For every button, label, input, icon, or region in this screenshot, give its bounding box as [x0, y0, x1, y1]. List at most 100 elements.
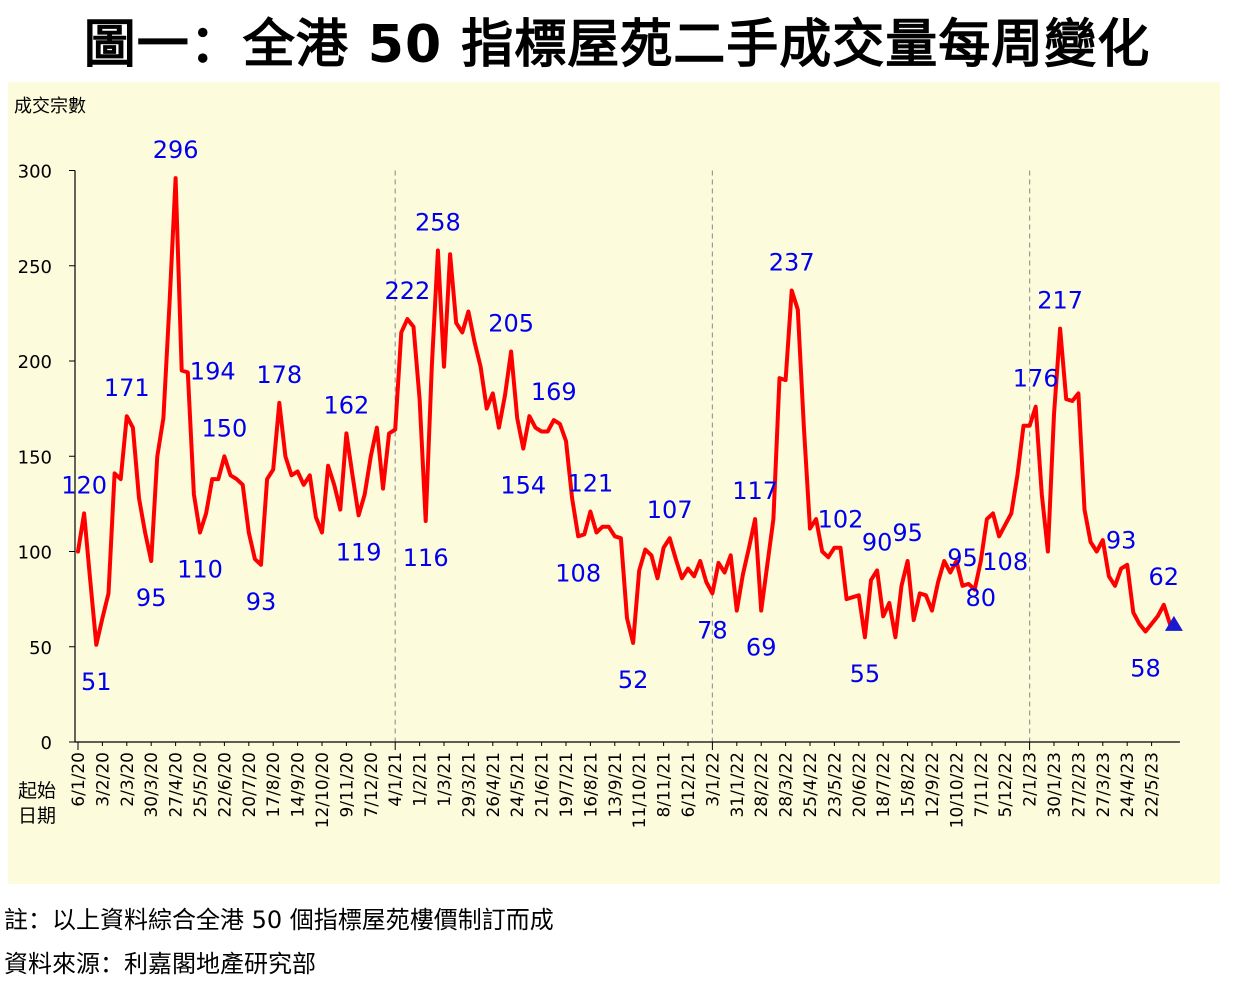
x-tick-label: 28/3/22 — [777, 752, 797, 818]
x-tick-label: 30/3/20 — [142, 752, 162, 818]
data-label: 150 — [201, 414, 247, 442]
y-tick-label: 250 — [18, 257, 52, 278]
x-tick-label: 14/9/20 — [289, 752, 309, 818]
x-tick-label: 28/2/22 — [752, 752, 772, 818]
data-label: 222 — [384, 277, 430, 305]
x-tick-label: 25/5/20 — [191, 752, 211, 818]
x-tick-label: 4/1/21 — [386, 752, 406, 807]
x-tick-label: 27/4/20 — [167, 752, 187, 818]
x-tick-label: 1/3/21 — [435, 752, 455, 807]
x-tick-label: 23/5/22 — [825, 752, 845, 818]
x-tick-label: 18/7/22 — [874, 752, 894, 818]
data-label: 217 — [1037, 287, 1083, 315]
data-label: 108 — [555, 559, 601, 587]
x-tick-label: 27/3/23 — [1094, 752, 1114, 818]
data-label: 93 — [1106, 527, 1137, 555]
x-tick-label: 31/1/22 — [728, 752, 748, 818]
data-label: 108 — [982, 548, 1028, 576]
x-tick-label: 22/5/23 — [1143, 752, 1163, 818]
data-label: 178 — [256, 361, 302, 389]
x-tick-label: 7/12/20 — [362, 752, 382, 818]
data-label: 171 — [104, 374, 150, 402]
x-tick-label: 20/6/22 — [850, 752, 870, 818]
x-tick-label: 15/8/22 — [899, 752, 919, 818]
data-label: 80 — [966, 584, 997, 612]
year-dividers — [394, 170, 1031, 742]
data-label: 205 — [488, 309, 534, 337]
data-label: 95 — [892, 519, 923, 547]
data-label: 51 — [81, 668, 112, 696]
x-tick-label: 13/9/21 — [606, 752, 626, 818]
x-tick-label: 29/3/21 — [459, 752, 479, 818]
x-tick-label: 27/2/23 — [1069, 752, 1089, 818]
x-tick-label: 24/5/21 — [508, 752, 528, 818]
x-tick-label: 3/2/20 — [93, 752, 113, 807]
x-tick-label: 17/8/20 — [264, 752, 284, 818]
data-label: 62 — [1149, 563, 1180, 591]
x-axis-label-line2: 日期 — [18, 805, 56, 827]
data-label: 117 — [732, 477, 778, 505]
x-tick-label: 16/8/21 — [581, 752, 601, 818]
x-tick-label: 8/11/21 — [655, 752, 675, 818]
data-label: 258 — [415, 209, 461, 237]
notes: 註：以上資料綜合全港 50 個指標屋苑樓價制訂而成 資料來源：利嘉閣地產研究部 — [4, 898, 554, 986]
x-tick-label: 1/2/21 — [411, 752, 431, 807]
data-label: 169 — [531, 378, 577, 406]
data-label: 78 — [697, 616, 728, 644]
data-label: 176 — [1013, 365, 1059, 393]
data-label: 52 — [618, 666, 649, 694]
x-ticks: 6/1/20 3/2/20 2/3/20 30/3/20 27/4/20 25/5/20 2… — [69, 742, 1163, 828]
last-point-marker — [1164, 615, 1183, 631]
y-tick-label: 0 — [41, 733, 52, 754]
data-label: 93 — [246, 588, 277, 616]
page-title: 圖一：全港 50 指標屋苑二手成交量每周變化 — [83, 15, 1151, 75]
x-tick-label: 10/10/22 — [947, 752, 967, 828]
y-tick-label: 100 — [18, 543, 52, 564]
source-line: 資料來源：利嘉閣地產研究部 — [4, 950, 316, 978]
data-label: 55 — [850, 660, 881, 688]
x-tick-label: 6/1/20 — [69, 752, 89, 807]
data-labels: 120 51 171 95 296 194 110 150 93 178 162 119 222 116 2… — [61, 136, 1179, 696]
data-label: 237 — [769, 249, 815, 277]
x-tick-label: 12/9/22 — [923, 752, 943, 818]
y-tick-label: 50 — [29, 638, 52, 659]
data-label: 154 — [500, 472, 546, 500]
data-label: 107 — [647, 496, 693, 524]
x-tick-label: 7/11/22 — [972, 752, 992, 818]
y-ticks: 0 50 100 150 200 250 300 — [18, 162, 75, 754]
x-tick-label: 5/12/22 — [996, 752, 1016, 818]
data-label: 90 — [862, 529, 893, 557]
x-tick-label: 20/7/20 — [240, 752, 260, 818]
x-tick-label: 3/1/22 — [703, 752, 723, 807]
data-label: 121 — [567, 469, 613, 497]
x-tick-label: 19/7/21 — [557, 752, 577, 818]
data-label: 102 — [818, 506, 864, 534]
x-tick-label: 21/6/21 — [533, 752, 553, 818]
x-axis-label-line1: 起始 — [18, 780, 56, 802]
x-tick-label: 12/10/20 — [313, 752, 333, 828]
x-tick-label: 11/10/21 — [630, 752, 650, 828]
x-tick-label: 25/4/22 — [801, 752, 821, 818]
data-label: 296 — [153, 136, 199, 164]
data-label: 120 — [61, 471, 107, 499]
data-label: 95 — [947, 544, 978, 572]
x-tick-label: 6/12/21 — [679, 752, 699, 818]
x-tick-label: 9/11/20 — [337, 752, 357, 818]
y-tick-label: 300 — [18, 162, 52, 183]
data-label: 194 — [190, 357, 236, 385]
y-tick-label: 150 — [18, 447, 52, 468]
data-label: 116 — [403, 544, 449, 572]
data-label: 69 — [746, 634, 777, 662]
axes — [74, 170, 1180, 743]
y-tick-label: 200 — [18, 352, 52, 373]
y-axis-label: 成交宗數 — [14, 96, 86, 117]
x-tick-label: 2/3/20 — [118, 752, 138, 807]
data-label: 162 — [323, 391, 369, 419]
data-label: 110 — [177, 555, 223, 583]
x-tick-label: 2/1/23 — [1021, 752, 1041, 807]
data-label: 58 — [1130, 655, 1161, 683]
x-tick-label: 22/6/20 — [215, 752, 235, 818]
series-polyline — [76, 176, 1172, 647]
x-tick-label: 30/1/23 — [1045, 752, 1065, 818]
